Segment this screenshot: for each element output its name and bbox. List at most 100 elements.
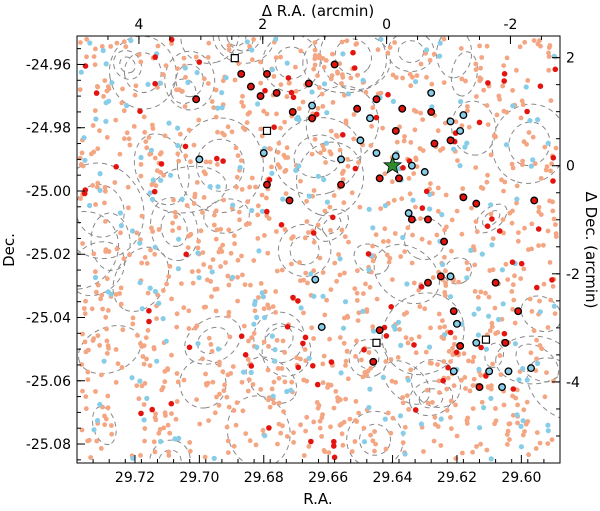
field-galaxy-point — [450, 345, 455, 351]
field-galaxy-point — [152, 251, 158, 257]
field-galaxy-point — [226, 313, 232, 319]
field-galaxy-point — [255, 203, 261, 209]
field-galaxy-point — [405, 340, 411, 346]
field-galaxy-point — [465, 108, 470, 114]
field-galaxy-point — [213, 208, 219, 214]
blue-galaxy-point — [471, 311, 477, 317]
blue-galaxy-point — [475, 332, 481, 338]
field-galaxy-point — [251, 331, 257, 336]
field-galaxy-point — [387, 45, 393, 50]
field-galaxy-point — [430, 275, 436, 280]
field-galaxy-point — [345, 376, 351, 382]
blue-galaxy-point — [499, 267, 505, 273]
field-galaxy-point — [395, 355, 401, 360]
field-galaxy-point — [275, 366, 281, 371]
square-marker — [481, 335, 491, 344]
field-galaxy-point — [138, 453, 143, 458]
field-galaxy-point — [472, 289, 478, 294]
field-galaxy-point — [284, 145, 290, 151]
field-galaxy-point — [438, 148, 443, 153]
blue-galaxy-point — [527, 118, 533, 124]
blue-galaxy-point — [219, 90, 225, 96]
field-galaxy-point — [217, 359, 222, 365]
red-galaxy-point — [501, 78, 508, 84]
y-tick-label: -25.08 — [26, 437, 71, 453]
field-galaxy-point — [206, 418, 212, 423]
field-galaxy-point — [470, 449, 475, 455]
field-galaxy-point — [409, 336, 414, 342]
field-galaxy-point — [134, 383, 140, 388]
field-galaxy-point — [340, 442, 346, 448]
field-galaxy-point — [428, 181, 433, 187]
field-galaxy-point — [442, 254, 447, 260]
field-galaxy-point — [442, 227, 447, 233]
field-galaxy-point — [354, 338, 359, 344]
field-galaxy-point — [224, 394, 230, 400]
field-galaxy-point — [239, 253, 244, 259]
circled-red-member — [514, 307, 523, 316]
field-galaxy-point — [104, 326, 109, 332]
field-galaxy-point — [460, 450, 465, 456]
blue-galaxy-point — [440, 261, 446, 268]
field-galaxy-point — [520, 162, 525, 168]
field-galaxy-point — [503, 261, 509, 267]
field-galaxy-point — [247, 43, 253, 49]
density-contour — [348, 338, 389, 378]
field-galaxy-point — [504, 109, 510, 115]
field-galaxy-point — [196, 268, 201, 274]
field-galaxy-point — [389, 378, 395, 384]
field-galaxy-point — [117, 291, 122, 296]
circled-red-member — [372, 95, 381, 104]
field-galaxy-point — [102, 413, 107, 419]
field-galaxy-point — [103, 314, 109, 320]
field-galaxy-point — [284, 434, 290, 439]
field-galaxy-point — [301, 377, 307, 383]
field-galaxy-point — [463, 386, 468, 391]
field-galaxy-point — [208, 342, 214, 347]
field-galaxy-point — [245, 357, 251, 362]
field-galaxy-point — [113, 380, 119, 385]
field-galaxy-point — [118, 301, 124, 307]
field-galaxy-point — [317, 425, 323, 431]
red-galaxy-point — [445, 364, 451, 371]
red-galaxy-point — [501, 71, 508, 77]
red-galaxy-point — [518, 260, 525, 267]
field-galaxy-point — [278, 82, 284, 87]
field-galaxy-point — [538, 176, 544, 181]
field-galaxy-point — [303, 270, 309, 276]
blue-galaxy-point — [175, 266, 181, 272]
blue-galaxy-point — [179, 196, 185, 202]
field-galaxy-point — [315, 106, 321, 111]
density-contour — [77, 325, 142, 375]
field-galaxy-point — [328, 76, 334, 82]
field-galaxy-point — [289, 379, 295, 385]
field-galaxy-point — [546, 50, 551, 56]
density-contour — [77, 211, 119, 290]
field-galaxy-point — [311, 419, 317, 425]
blue-galaxy-point — [138, 154, 144, 161]
blue-galaxy-point — [230, 274, 236, 280]
field-galaxy-point — [227, 334, 233, 340]
field-galaxy-point — [225, 372, 231, 378]
field-galaxy-point — [273, 289, 279, 294]
field-galaxy-point — [84, 54, 89, 60]
field-galaxy-point — [500, 83, 506, 89]
field-galaxy-point — [232, 241, 238, 247]
field-galaxy-point — [282, 227, 288, 232]
blue-galaxy-point — [128, 37, 134, 44]
field-galaxy-point — [235, 257, 241, 263]
blue-galaxy-point — [462, 144, 468, 150]
field-galaxy-point — [192, 194, 198, 200]
field-galaxy-point — [320, 412, 325, 417]
field-galaxy-point — [315, 73, 320, 78]
blue-galaxy-point — [306, 193, 312, 199]
field-galaxy-point — [441, 80, 447, 85]
field-galaxy-point — [140, 354, 146, 359]
circled-red-member — [391, 126, 400, 135]
field-galaxy-point — [317, 255, 323, 261]
density-contour — [90, 212, 131, 272]
field-galaxy-point — [195, 245, 201, 251]
field-galaxy-point — [132, 92, 138, 98]
field-galaxy-point — [125, 205, 131, 211]
field-galaxy-point — [550, 208, 556, 214]
